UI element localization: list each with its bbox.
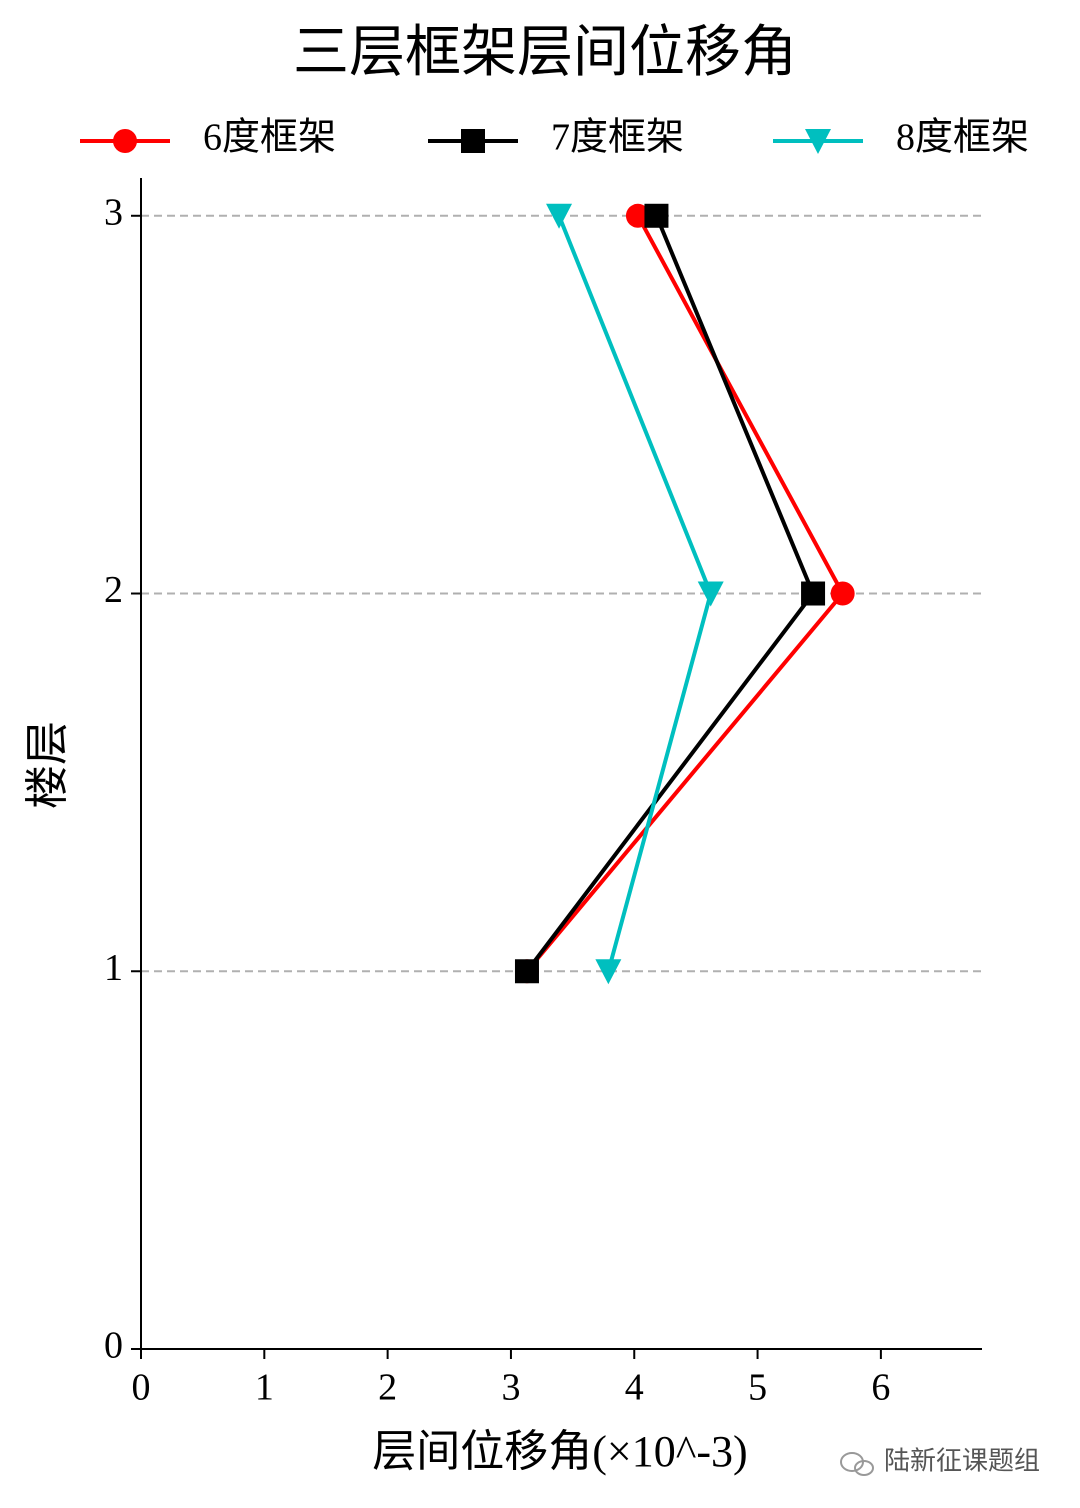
y-tick-label: 0 — [104, 1325, 123, 1367]
chart-title: 三层框架层间位移角 — [293, 22, 797, 84]
watermark: 陆新征课题组 — [840, 1447, 1040, 1477]
marker — [625, 203, 650, 228]
marker — [830, 581, 855, 606]
y-tick-label: 2 — [104, 569, 123, 611]
x-tick-label: 2 — [378, 1367, 397, 1409]
marker — [514, 959, 539, 984]
legend-marker — [461, 129, 485, 153]
y-axis-label: 楼层 — [23, 721, 72, 809]
y-tick-label: 1 — [104, 947, 123, 989]
x-tick-label: 0 — [132, 1367, 151, 1409]
watermark-text: 陆新征课题组 — [884, 1447, 1040, 1477]
y-tick-label: 3 — [104, 191, 123, 233]
marker — [546, 203, 573, 229]
marker — [644, 203, 669, 228]
marker — [697, 581, 724, 607]
legend-marker — [805, 129, 831, 154]
marker — [801, 581, 826, 606]
x-axis-label: 层间位移角(×10^-3) — [372, 1427, 747, 1476]
legend-label: 8度框架 — [896, 117, 1029, 159]
x-tick-label: 5 — [748, 1367, 767, 1409]
marker — [595, 959, 622, 985]
x-tick-label: 6 — [871, 1367, 890, 1409]
legend-marker — [113, 129, 137, 153]
legend-label: 7度框架 — [551, 117, 684, 159]
watermark-icon — [854, 1460, 874, 1476]
legend-label: 6度框架 — [203, 117, 336, 159]
x-tick-label: 1 — [255, 1367, 274, 1409]
x-tick-label: 4 — [625, 1367, 644, 1409]
x-tick-label: 3 — [501, 1367, 520, 1409]
